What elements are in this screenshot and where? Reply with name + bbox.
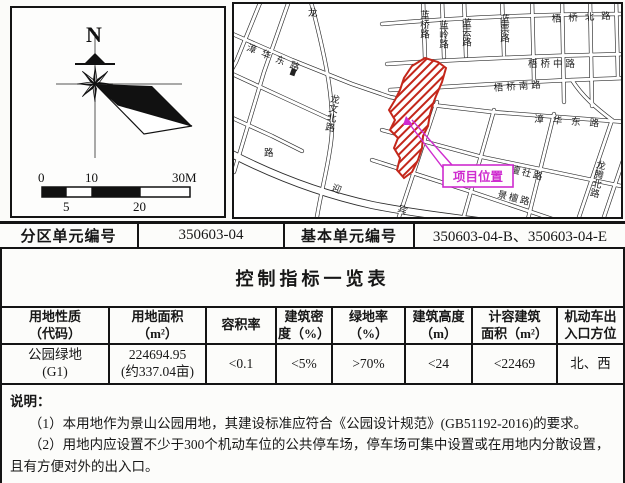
scale-tick-20: 20 <box>133 199 146 214</box>
header-green-ratio: 绿地率 （%） <box>333 308 406 343</box>
road-label: 蓝桥路 <box>418 9 430 39</box>
road-label: 梧桥南路 <box>493 79 544 94</box>
table-header-row: 用地性质 （代码） 用地面积 （m²） 容积率 建筑密 度（%） 绿地率 （%）… <box>0 308 625 345</box>
header-floor-area: 计容建筑 面积（m²） <box>473 308 558 343</box>
header-land-use: 用地性质 （代码） <box>0 308 110 343</box>
basic-unit-label: 基本单元编号 <box>283 224 413 247</box>
header-building-height: 建筑高度 （m） <box>406 308 473 343</box>
road-label: 漳华东路 <box>534 113 609 130</box>
district-unit-label: 分区单元编号 <box>20 229 117 245</box>
control-indicator-table: 用地性质 （代码） 用地面积 （m²） 容积率 建筑密 度（%） 绿地率 （%）… <box>0 306 625 385</box>
road-label: 龙 <box>308 7 318 19</box>
scale-bar: 0 10 30M 5 20 <box>38 170 197 214</box>
compass-panel: N <box>10 6 226 218</box>
value-building-density: <5% <box>277 345 333 383</box>
table-data-row: 公园绿地 (G1) 224694.95 (约337.04亩) <0.1 <5% … <box>0 345 625 385</box>
project-location-callout: 项目位置 <box>403 116 514 188</box>
compass-star <box>76 65 193 135</box>
value-plot-ratio: <0.1 <box>207 345 277 383</box>
scale-tick-10: 10 <box>85 170 98 185</box>
road-map-graphic: 漳华东路 漳华东路 梧桥北路 梧桥中路 梧桥南路 龙文北路 龙 蓝桥路 蓝岭路 … <box>234 4 621 217</box>
road-label: 宾 <box>396 203 409 217</box>
page-title: 控制指标一览表 <box>235 268 390 289</box>
value-floor-area: <22469 <box>473 345 558 383</box>
road-label: 龙腾北路 <box>587 158 607 199</box>
compass-rose-graphic: N <box>38 22 197 214</box>
basic-unit-value: 350603-04-B、350603-04-E <box>413 224 625 247</box>
value-land-use: 公园绿地 (G1) <box>0 345 110 383</box>
notes-heading: 说明： <box>10 394 51 409</box>
road-label: 梧桥中路 <box>528 58 578 70</box>
value-vehicle-entrance: 北、西 <box>558 345 625 383</box>
top-section: N <box>0 0 625 221</box>
value-land-area: 224694.95 (约337.04亩) <box>110 345 207 383</box>
project-site-area <box>387 56 448 180</box>
header-land-area: 用地面积 （m²） <box>110 308 207 343</box>
road-marker <box>289 68 297 77</box>
header-building-density: 建筑密 度（%） <box>277 308 333 343</box>
project-location-label: 项目位置 <box>453 169 504 184</box>
header-plot-ratio: 容积率 <box>207 308 277 343</box>
location-map: 漳华东路 漳华东路 梧桥北路 梧桥中路 梧桥南路 龙文北路 龙 蓝桥路 蓝岭路 … <box>232 2 623 219</box>
road-label: 蓝岭路 <box>437 19 449 49</box>
note-item-1: （1）本用地作为景山公园用地，其建设标准应符合《公园设计规范》(GB51192-… <box>28 415 588 431</box>
header-vehicle-entrance: 机动车出 入口方位 <box>558 308 625 343</box>
road-label: 梧桥北路 <box>552 10 619 25</box>
unit-number-row: 分区单元编号 350603-04 基本单元编号 350603-04-B、3506… <box>0 221 625 249</box>
scale-tick-5: 5 <box>63 199 70 214</box>
north-label: N <box>86 22 102 47</box>
value-green-ratio: >70% <box>333 345 406 383</box>
road-label: 路 <box>264 147 274 159</box>
road-label: 漳华东路 <box>245 42 307 76</box>
road-label: 蓝票路 <box>498 13 510 43</box>
scale-tick-30m: 30M <box>172 170 197 185</box>
district-unit-value: 350603-04 <box>137 224 283 247</box>
north-arrow-icon <box>84 53 106 64</box>
notes-section: 说明： （1）本用地作为景山公园用地，其建设标准应符合《公园设计规范》(GB51… <box>0 385 625 483</box>
road-label: 蓝云路 <box>460 17 472 47</box>
title-band: 控制指标一览表 <box>0 249 625 306</box>
road-label: 龙文北路 <box>322 93 340 134</box>
value-building-height: <24 <box>406 345 473 383</box>
note-item-2: （2）用地内应设置不少于300个机动车位的公共停车场，停车场可集中设置或在用地内… <box>10 437 610 474</box>
scale-tick-0: 0 <box>38 170 45 185</box>
callout-arrow-icon <box>403 116 413 125</box>
